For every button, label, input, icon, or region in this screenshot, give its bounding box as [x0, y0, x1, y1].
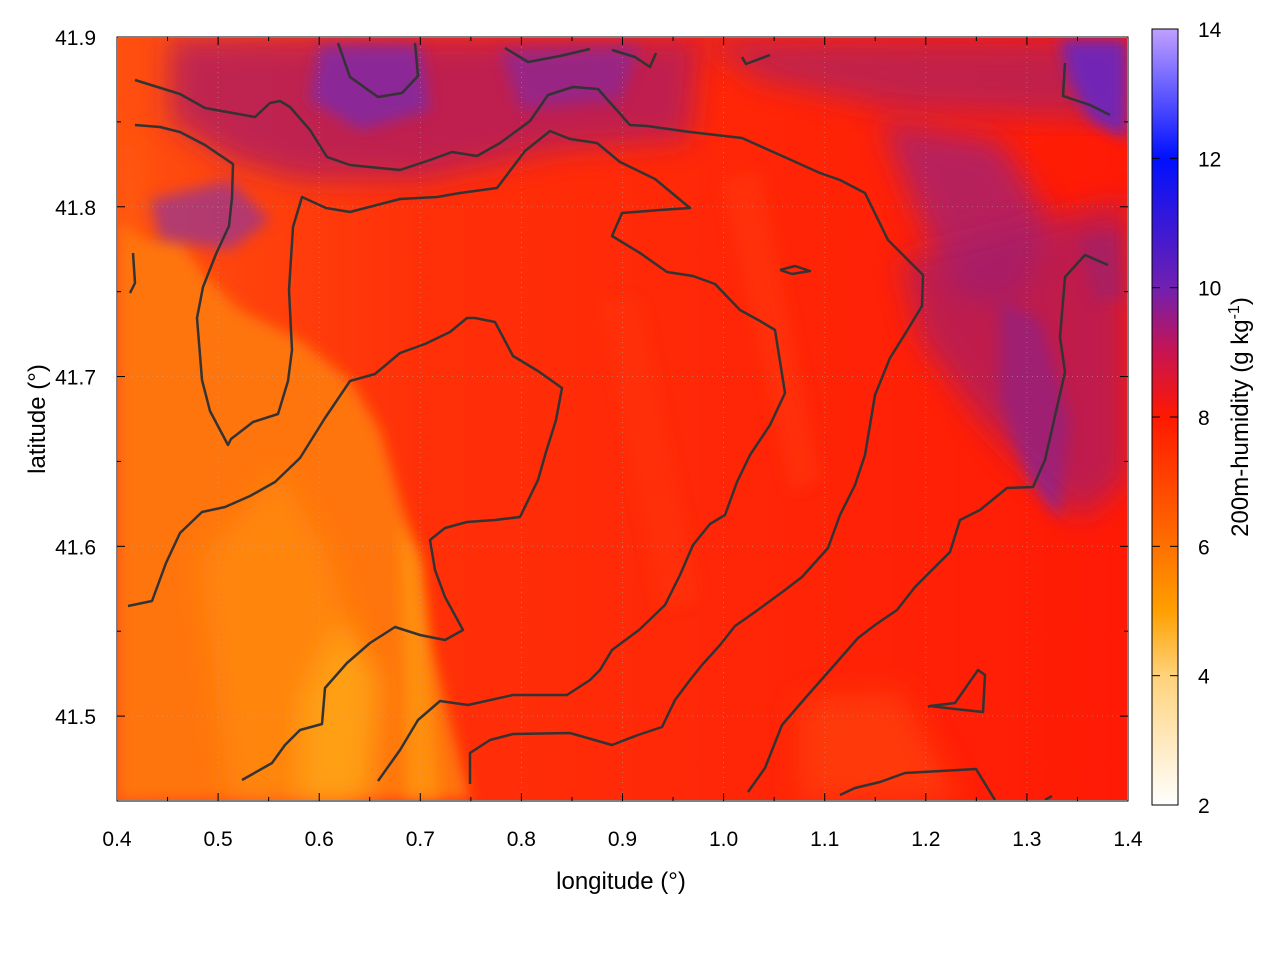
- colorbar-tick-label: 6: [1198, 536, 1210, 559]
- x-tick-label: 0.4: [102, 828, 132, 851]
- contour-line: [740, 53, 771, 66]
- contour-line: [504, 46, 591, 64]
- x-tick-label: 0.5: [203, 828, 232, 851]
- x-tick-label: 0.8: [507, 828, 536, 851]
- colorbar-ticks: 2 4 6 8 10 12 14: [1152, 19, 1222, 818]
- contour-line: [336, 42, 420, 99]
- contour-line: [611, 48, 658, 69]
- colorbar-tick-label: 2: [1198, 795, 1210, 818]
- contour-line: [134, 123, 787, 782]
- contour-line: [779, 264, 812, 276]
- contour-line: [927, 668, 987, 714]
- humidity-field: [118, 38, 1127, 800]
- contour-line: [1061, 62, 1111, 117]
- x-tick-label: 1.3: [1012, 828, 1041, 851]
- colorbar-tick-label: 12: [1198, 148, 1221, 171]
- x-axis-label: longitude (°): [556, 868, 686, 895]
- y-tick-label: 41.9: [55, 27, 96, 50]
- x-tick-label: 1.1: [810, 828, 839, 851]
- y-axis-ticks: 41.5 41.6 41.7 41.8 41.9: [55, 27, 1128, 802]
- x-tick-label: 1.0: [709, 828, 738, 851]
- contour-line: [839, 767, 997, 800]
- contour-line: [746, 253, 1109, 793]
- contour-lines: [127, 42, 1111, 800]
- colorbar-label-close: ): [1227, 297, 1254, 305]
- y-axis-label: latitude (°): [24, 364, 51, 474]
- contour-line: [128, 252, 137, 294]
- x-tick-label: 0.7: [406, 828, 435, 851]
- x-tick-label: 0.9: [608, 828, 637, 851]
- colorbar-tick-label: 14: [1198, 19, 1222, 42]
- x-tick-label: 1.4: [1113, 828, 1143, 851]
- colorbar-label: 200m-humidity (g kg-1): [1226, 297, 1254, 537]
- colorbar-tick-label: 4: [1198, 666, 1210, 689]
- y-tick-label: 41.6: [55, 536, 96, 559]
- contour-line: [1044, 794, 1053, 800]
- x-tick-label: 1.2: [911, 828, 940, 851]
- contour-line: [127, 316, 564, 782]
- colorbar-tick-label: 10: [1198, 278, 1221, 301]
- y-tick-label: 41.8: [55, 197, 96, 220]
- y-tick-label: 41.5: [55, 706, 96, 729]
- x-axis-ticks: 0.4 0.5 0.6 0.7 0.8 0.9 1.0 1.1 1.2 1.3 1.4: [102, 37, 1143, 851]
- y-tick-label: 41.7: [55, 367, 96, 390]
- contour-line: [134, 78, 925, 784]
- colorbar: 2 4 6 8 10 12 14 200m-humidity (g kg-1): [1151, 19, 1254, 818]
- colorbar-label-superscript: -1: [1226, 305, 1243, 319]
- colorbar-tick-label: 8: [1198, 407, 1210, 430]
- x-tick-label: 0.6: [305, 828, 334, 851]
